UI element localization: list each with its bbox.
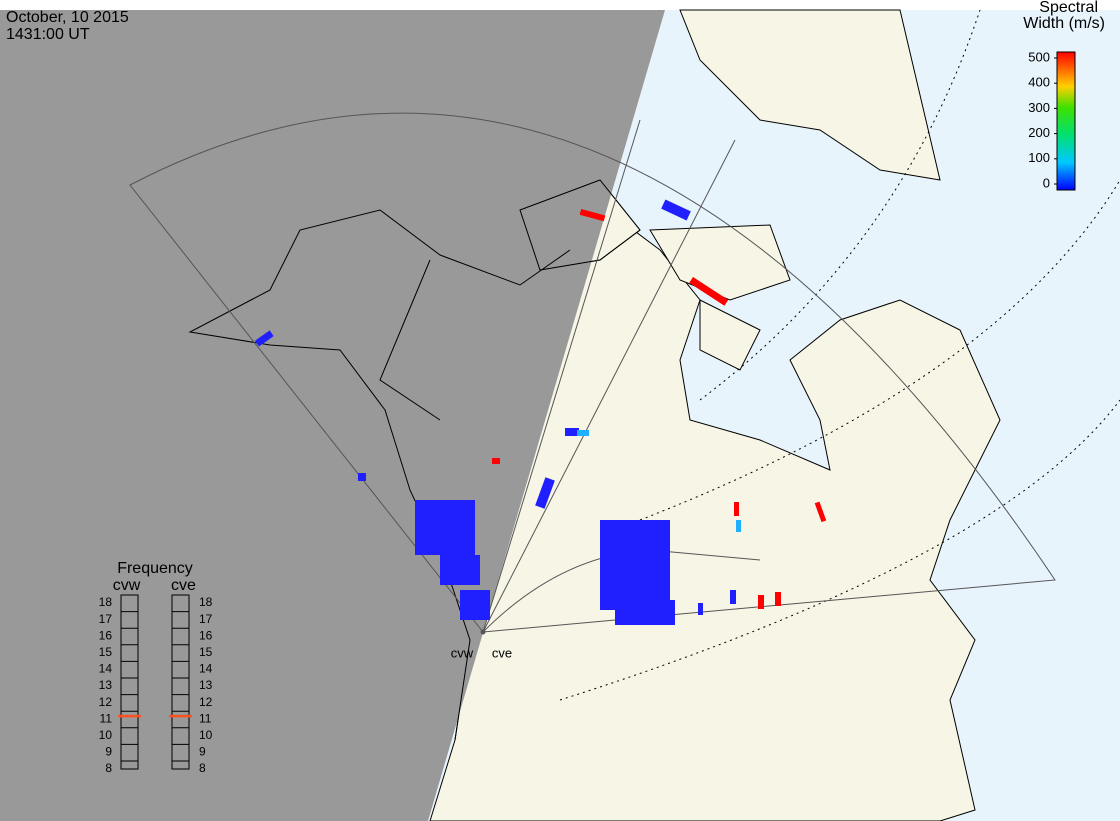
frequency-tick-label: 14: [199, 662, 213, 676]
frequency-tick-label: 8: [105, 761, 112, 775]
colorbar-tick-label: 400: [1028, 75, 1050, 90]
echo: [254, 330, 274, 347]
echo: [440, 555, 480, 585]
echo: [615, 600, 675, 625]
echoes: [254, 199, 827, 625]
frequency-tick-label: 13: [99, 678, 113, 692]
frequency-tick-label: 10: [99, 728, 113, 742]
colorbar-tick-label: 200: [1028, 125, 1050, 140]
frequency-tick-label: 17: [199, 612, 213, 626]
echo: [734, 502, 739, 516]
frequency-tick-label: 11: [199, 711, 212, 725]
time: 1431:00 UT: [6, 26, 90, 43]
frequency-tick-label: 18: [199, 595, 213, 609]
colorbar-title: Width (m/s): [1023, 15, 1105, 32]
echo: [814, 501, 827, 523]
date: October, 10 2015: [6, 9, 129, 26]
frequency-tick-label: 16: [99, 628, 113, 642]
latitude-circles: [559, 9, 1120, 701]
echo: [698, 603, 703, 615]
frequency-tick-label: 16: [199, 628, 213, 642]
echo: [577, 430, 589, 436]
echo: [775, 592, 781, 606]
echo: [661, 199, 691, 221]
echo: [758, 595, 764, 609]
frequency-tick-label: 15: [199, 645, 213, 659]
echo: [736, 520, 741, 532]
colorbar-tick-label: 500: [1028, 49, 1050, 64]
night-side: [0, 10, 665, 821]
frequency-tick-label: 12: [199, 695, 213, 709]
radar-fov: [129, 112, 1056, 633]
frequency-tick-label: 11: [100, 711, 113, 725]
colorbar-title: Spectral: [1039, 0, 1098, 16]
frequency-tick-label: 13: [199, 678, 213, 692]
frequency-tick-label: 9: [199, 745, 206, 759]
frequency-tick-label: 17: [99, 612, 113, 626]
frequency-tick-label: 14: [99, 662, 113, 676]
frequency-tick-label: 9: [105, 745, 112, 759]
dynamic-layer: 0100200300400500cvw89101112131415161718c…: [99, 49, 1076, 775]
frequency-title: Frequency: [117, 560, 193, 577]
frequency-tick-label: 18: [99, 595, 113, 609]
radar-site: [480, 629, 486, 635]
frequency-tick-label: 12: [99, 695, 113, 709]
radar-name: cvw: [113, 577, 141, 594]
echo: [358, 473, 366, 481]
echo: [600, 520, 670, 610]
echo: [460, 590, 490, 620]
frequency-tick-label: 15: [99, 645, 113, 659]
colorbar-tick-label: 100: [1028, 150, 1050, 165]
echo: [689, 277, 729, 306]
station-label: cve: [492, 645, 512, 660]
frequency-tick-label: 8: [199, 761, 206, 775]
echo: [535, 477, 555, 509]
colorbar-tick-label: 0: [1043, 175, 1050, 190]
colorbar: [1056, 51, 1076, 191]
echo: [565, 428, 579, 436]
frequency-tick-label: 10: [199, 728, 213, 742]
echo: [415, 500, 475, 555]
echo: [730, 590, 736, 604]
radar-name: cve: [171, 577, 196, 594]
echo: [579, 208, 606, 222]
echo: [492, 458, 500, 464]
colorbar-tick-label: 300: [1028, 100, 1050, 115]
station-label: cvw: [451, 645, 474, 660]
